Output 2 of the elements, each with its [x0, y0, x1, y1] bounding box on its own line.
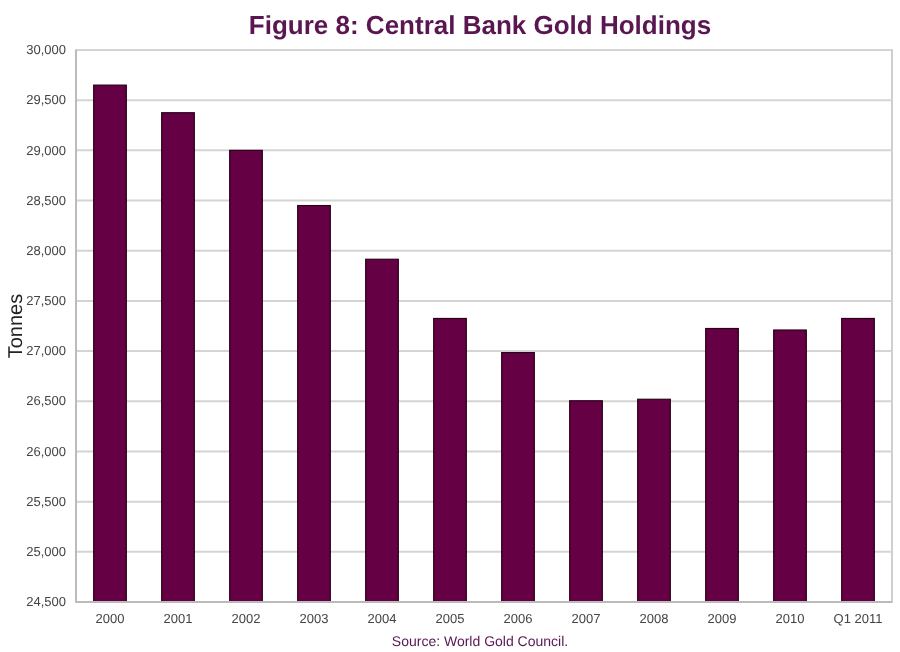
chart-title: Figure 8: Central Bank Gold Holdings	[248, 10, 712, 40]
y-axis-title: Tonnes	[6, 293, 28, 359]
